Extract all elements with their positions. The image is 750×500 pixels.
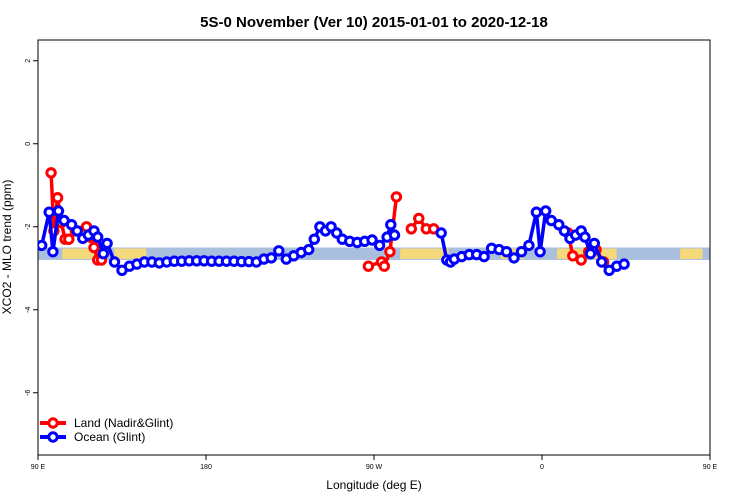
series-1-point-0-10 — [92, 231, 104, 243]
series-1-point-2-13 — [596, 256, 608, 268]
series-0-point-1-4 — [390, 191, 403, 203]
series-0-point-4-4 — [735, 235, 743, 243]
series-1-point-0-0 — [38, 239, 48, 252]
axes-layer: 90 E 180 90 W 0 90 E 2 0 -2 -4 -6 — [25, 59, 718, 471]
y-axis-label: XCO2 - MLO trend (ppm) — [0, 180, 14, 315]
legend-marker-land — [47, 417, 59, 429]
series-1-point-2-10 — [579, 231, 591, 243]
land-patch-5 — [680, 248, 703, 259]
legend-label-land: Land (Nadir&Glint) — [74, 416, 173, 430]
series-1-point-0-40 — [308, 233, 320, 245]
series-0-point-4-3 — [731, 218, 739, 226]
y-tick-label-0: 2 — [25, 59, 32, 63]
x-tick-label-4: 90 E — [703, 464, 718, 471]
series-1-point-0-35 — [273, 245, 285, 257]
series-1-point-2-2 — [534, 246, 546, 258]
land-patch-2 — [400, 248, 449, 259]
series-0-point-1-0 — [362, 260, 375, 272]
y-tick-label-2: -2 — [25, 224, 32, 230]
x-axis-label: Longitude (deg E) — [326, 478, 421, 492]
y-tick-label-1: 0 — [25, 142, 32, 146]
series-1-point-2-12 — [588, 237, 600, 250]
series-1-point-0-39 — [303, 243, 315, 256]
land-patch-0 — [62, 248, 98, 259]
series-1-point-0-3 — [52, 205, 65, 217]
series-1-point-2-16 — [618, 258, 630, 270]
series-0-point-1-3 — [384, 246, 396, 258]
series-1-point-2-3 — [540, 205, 552, 217]
x-tick-label-1: 180 — [200, 464, 212, 471]
x-tick-label-0: 90 E — [31, 464, 46, 471]
series-1-point-1-12 — [515, 246, 528, 258]
y-tick-label-4: -6 — [25, 390, 32, 396]
series-0-line-4 — [725, 173, 750, 260]
series-0-point-2-0 — [405, 223, 417, 235]
series-1-point-0-53 — [388, 229, 401, 241]
legend-label-ocean: Ocean (Glint) — [74, 430, 145, 444]
series-1-point-2-1 — [530, 206, 543, 218]
series-0-point-2-1 — [413, 212, 425, 225]
land-patch-1 — [114, 248, 147, 259]
series-1-point-0-12 — [101, 237, 113, 250]
series-1-point-1-11 — [508, 252, 520, 264]
series-1-point-0-52 — [385, 219, 397, 231]
series-0-point-4-0 — [721, 169, 729, 177]
series-0-point-0-5 — [63, 233, 75, 245]
y-tick-label-3: -4 — [25, 307, 32, 313]
series-0-point-0-10 — [88, 241, 100, 254]
series-1-point-0-11 — [97, 248, 110, 260]
chart-title: 5S-0 November (Ver 10) 2015-01-01 to 202… — [200, 14, 548, 31]
series-1-point-0-49 — [366, 234, 378, 246]
series-0-point-4-1 — [724, 227, 732, 235]
series-1-point-2-6 — [558, 225, 571, 237]
series-0-point-1-2 — [378, 260, 390, 272]
legend: Land (Nadir&Glint) Ocean (Glint) — [40, 416, 173, 444]
series-1-point-2-11 — [584, 248, 597, 260]
x-tick-label-3: 0 — [540, 464, 544, 471]
series-1-point-0-13 — [108, 256, 121, 268]
series-0-point-0-0 — [45, 167, 57, 179]
legend-marker-ocean — [47, 431, 59, 443]
series-0-point-3-2 — [575, 254, 587, 266]
series-1-point-1-7 — [478, 250, 490, 263]
band-layer — [38, 247, 710, 260]
series-0-point-3-1 — [567, 250, 579, 262]
series-1-point-2-0 — [523, 239, 535, 252]
series-0-point-4-6 — [745, 227, 750, 235]
series-0-point-4-5 — [739, 235, 747, 243]
series-1-point-0-6 — [71, 225, 83, 237]
series-1-point-0-2 — [47, 246, 59, 258]
x-tick-label-2: 90 W — [366, 464, 383, 471]
series-0-point-0-2 — [51, 192, 64, 204]
series-1-point-0-34 — [265, 252, 277, 264]
series-1-point-1-10 — [500, 246, 513, 258]
series-1-point-1-0 — [435, 227, 447, 239]
series-1 — [38, 205, 630, 276]
series-1-point-0-1 — [43, 206, 55, 218]
series-1-point-0-50 — [373, 239, 386, 252]
series-0-point-4-2 — [727, 194, 735, 202]
series-layer — [38, 167, 750, 276]
